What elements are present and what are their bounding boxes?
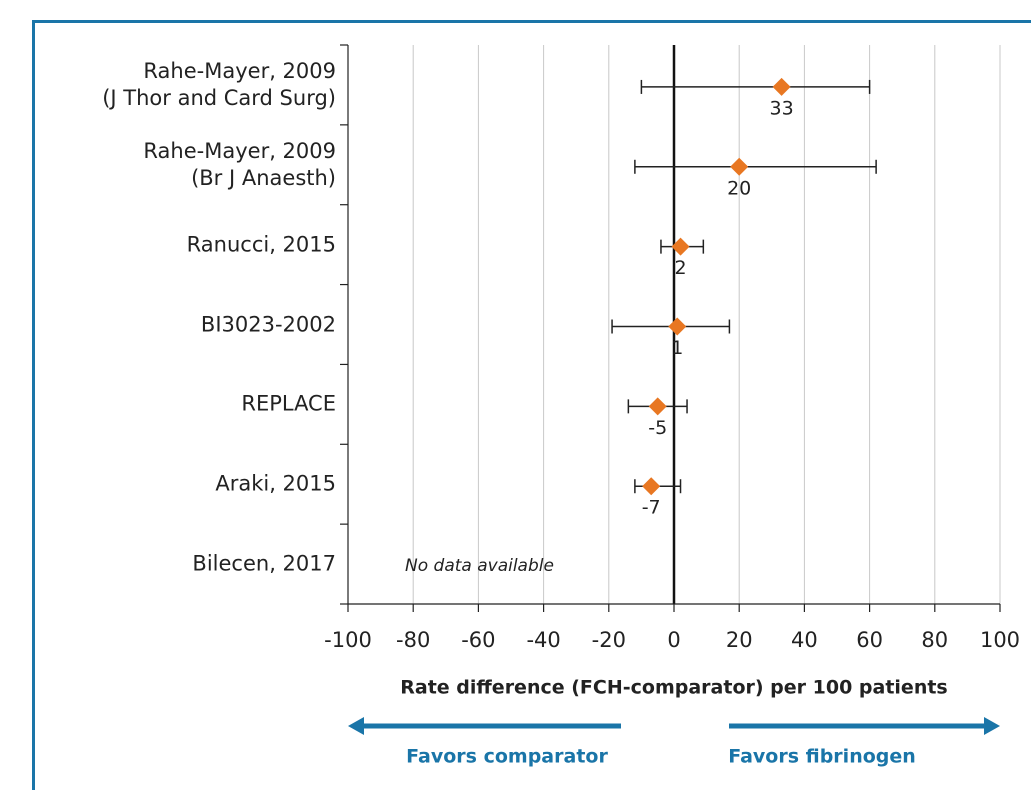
category-label: REPLACE bbox=[241, 391, 336, 416]
x-tick-label: -80 bbox=[396, 628, 430, 652]
x-tick-label: 20 bbox=[726, 628, 753, 652]
point-estimate bbox=[772, 77, 791, 96]
x-tick-label: 100 bbox=[980, 628, 1020, 652]
annotation: No data available bbox=[405, 556, 554, 576]
frame bbox=[32, 20, 1031, 790]
category-label: Bilecen, 2017 bbox=[192, 551, 336, 576]
x-tick-label: -20 bbox=[592, 628, 626, 652]
x-tick-label: 80 bbox=[921, 628, 948, 652]
point-estimate bbox=[730, 157, 749, 176]
value-label: -7 bbox=[642, 497, 661, 519]
x-tick-label: -60 bbox=[461, 628, 495, 652]
category-label: BI3023-2002 bbox=[200, 312, 336, 336]
category-label: Rahe-Mayer, 2009 (Br J Anaesth) bbox=[143, 138, 336, 190]
value-label: 20 bbox=[727, 177, 751, 199]
arrow-head-left bbox=[348, 717, 364, 735]
category-label: Rahe-Mayer, 2009 (J Thor and Card Surg) bbox=[102, 58, 336, 110]
point-estimate bbox=[642, 477, 661, 496]
arrow-label-right: Favors fibrinogen bbox=[728, 746, 916, 768]
x-axis-title: Rate difference (FCH-comparator) per 100… bbox=[400, 677, 947, 699]
arrow-label-left: Favors comparator bbox=[406, 746, 608, 768]
x-tick-label: 60 bbox=[856, 628, 883, 652]
arrow-head-right bbox=[984, 717, 1000, 735]
category-label: Ranucci, 2015 bbox=[186, 232, 336, 257]
category-label: Araki, 2015 bbox=[215, 471, 336, 496]
point-estimate bbox=[671, 237, 690, 256]
point-estimate bbox=[668, 317, 687, 336]
x-tick-label: -40 bbox=[526, 628, 560, 652]
page: {"chart_data": {"type": "forest", "categ… bbox=[32, 20, 1031, 790]
value-label: -5 bbox=[648, 417, 667, 439]
point-estimate bbox=[648, 397, 667, 416]
x-tick-label: -100 bbox=[324, 628, 372, 652]
value-label: 33 bbox=[769, 97, 793, 119]
x-tick-label: 0 bbox=[667, 628, 680, 652]
x-tick-label: 40 bbox=[791, 628, 818, 652]
value-label: 2 bbox=[674, 257, 686, 279]
chart: -100 -80 -60 -40 -20 0 20 40 60 80 100 33 20 2 1 -5 -7 No… bbox=[324, 44, 1020, 768]
value-label: 1 bbox=[671, 337, 683, 359]
